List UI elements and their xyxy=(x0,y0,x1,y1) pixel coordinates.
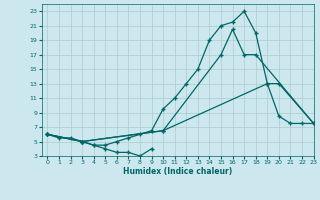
X-axis label: Humidex (Indice chaleur): Humidex (Indice chaleur) xyxy=(123,167,232,176)
